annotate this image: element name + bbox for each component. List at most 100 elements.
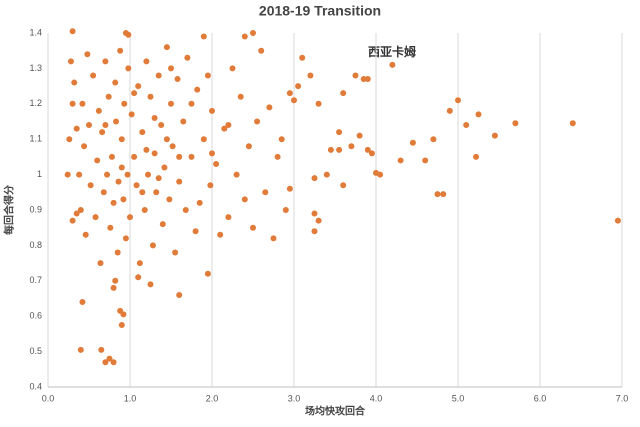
x-axis-label: 场均快攻回合 xyxy=(305,405,366,418)
point xyxy=(311,210,318,217)
x-tick-label: 2.0 xyxy=(206,393,219,403)
y-tick-label: 1.2 xyxy=(29,98,42,108)
point xyxy=(192,228,199,235)
point xyxy=(118,322,125,329)
point xyxy=(245,143,252,150)
point xyxy=(112,277,119,284)
point xyxy=(135,83,142,90)
point xyxy=(118,136,125,143)
point xyxy=(151,114,158,121)
point xyxy=(204,270,211,277)
point xyxy=(237,93,244,100)
point xyxy=(69,100,76,107)
point xyxy=(463,122,470,129)
point xyxy=(360,76,367,83)
point xyxy=(569,120,576,127)
point xyxy=(143,146,150,153)
point xyxy=(254,118,261,125)
point xyxy=(125,31,132,38)
point xyxy=(184,54,191,61)
point xyxy=(71,79,78,86)
point xyxy=(79,100,86,107)
point xyxy=(105,93,112,100)
x-tick-label: 5.0 xyxy=(452,393,465,403)
point xyxy=(440,191,447,198)
y-tick-label: 0.9 xyxy=(29,204,42,214)
point xyxy=(430,136,437,143)
point xyxy=(110,359,117,366)
point xyxy=(168,65,174,72)
point xyxy=(233,171,240,178)
point xyxy=(121,100,128,107)
point xyxy=(172,249,179,256)
point xyxy=(81,143,88,150)
point xyxy=(97,260,104,267)
point xyxy=(274,153,281,160)
point xyxy=(475,111,482,118)
point xyxy=(145,171,152,178)
y-tick-label: 1.1 xyxy=(29,134,42,144)
point xyxy=(128,111,135,118)
x-tick-label: 1.0 xyxy=(124,393,137,403)
point xyxy=(169,143,176,150)
point xyxy=(188,153,195,160)
point xyxy=(204,72,211,79)
point xyxy=(151,150,158,157)
point xyxy=(295,83,302,90)
point xyxy=(161,164,168,171)
point xyxy=(241,196,248,203)
x-tick-label: 6.0 xyxy=(534,393,547,403)
point xyxy=(67,58,74,65)
y-tick-label: 0.8 xyxy=(29,240,42,250)
point xyxy=(336,129,343,136)
point xyxy=(122,235,129,242)
point xyxy=(73,210,80,217)
x-tick-label: 3.0 xyxy=(288,393,301,403)
point xyxy=(104,171,111,178)
y-axis-label: 每回合得分 xyxy=(3,185,16,235)
point xyxy=(217,231,224,238)
y-tick-label: 1.3 xyxy=(29,63,42,73)
point xyxy=(213,160,220,167)
point xyxy=(90,72,97,79)
point xyxy=(221,125,228,132)
point xyxy=(113,118,120,125)
y-tick-label: 0.4 xyxy=(29,381,42,391)
point xyxy=(389,61,396,68)
point xyxy=(108,153,115,160)
point xyxy=(127,214,133,221)
point xyxy=(266,104,273,111)
point xyxy=(102,359,109,366)
point xyxy=(114,249,121,256)
point xyxy=(131,90,138,97)
point xyxy=(159,221,166,228)
point xyxy=(115,178,122,185)
point xyxy=(110,199,117,206)
y-tick-label: 0.7 xyxy=(29,275,42,285)
point xyxy=(102,58,109,65)
point xyxy=(110,284,117,291)
point xyxy=(356,132,363,139)
point xyxy=(422,157,429,164)
point xyxy=(166,196,173,203)
point xyxy=(196,199,203,206)
point xyxy=(117,47,124,54)
point xyxy=(176,178,183,185)
point xyxy=(225,122,232,129)
point xyxy=(409,139,416,146)
point xyxy=(107,224,114,231)
point xyxy=(141,207,148,213)
point xyxy=(250,224,256,231)
point xyxy=(86,122,92,129)
point xyxy=(118,164,125,171)
point xyxy=(315,100,322,107)
point xyxy=(155,175,162,182)
point xyxy=(182,207,189,213)
point xyxy=(87,182,94,189)
point xyxy=(209,150,215,157)
y-tick-label: 0.6 xyxy=(29,311,42,321)
point xyxy=(311,228,318,235)
y-tick-label: 1 xyxy=(37,169,42,179)
point xyxy=(311,175,318,182)
